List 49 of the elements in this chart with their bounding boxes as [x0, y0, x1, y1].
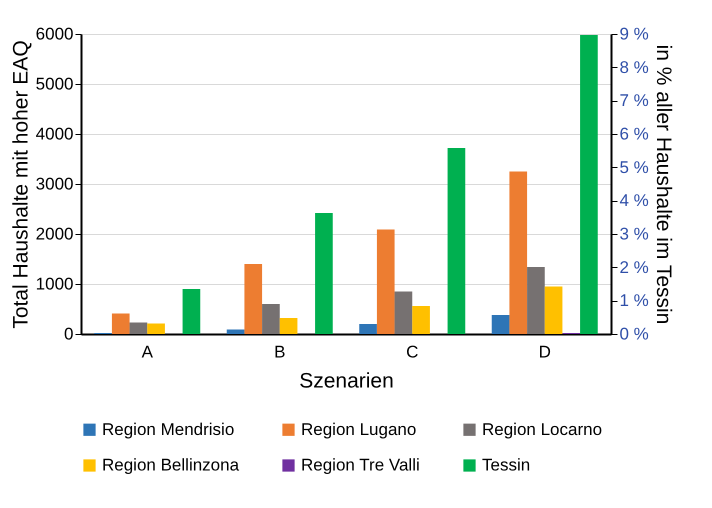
x-tick-label: A: [142, 342, 154, 362]
y-tick-label: 0: [64, 324, 74, 344]
y-tick-label: 2000: [36, 224, 74, 244]
bar: [147, 324, 165, 334]
legend-label: Region Mendrisio: [102, 420, 234, 439]
y2-tick-label: 7 %: [620, 91, 649, 110]
y2-tick-label: 9 %: [620, 24, 649, 44]
y2-tick-label: 8 %: [620, 58, 649, 77]
y-tick-label: 3000: [36, 174, 74, 194]
y-tick-label: 5000: [36, 74, 74, 94]
bar: [112, 314, 130, 334]
legend-label: Region Lugano: [301, 420, 416, 439]
bar: [280, 318, 298, 334]
bar: [580, 35, 598, 334]
y2-tick-label: 0 %: [620, 324, 649, 344]
bar: [448, 148, 466, 334]
bar: [182, 289, 200, 334]
y2-tick-label: 4 %: [620, 191, 649, 210]
y2-tick-label: 2 %: [620, 258, 649, 277]
y2-tick-label: 6 %: [620, 124, 649, 144]
bar: [394, 292, 412, 334]
bar: [262, 304, 280, 334]
x-tick-label: B: [274, 342, 286, 362]
bar: [226, 330, 244, 334]
bar: [244, 264, 262, 334]
x-axis-title: Szenarien: [299, 370, 394, 392]
bar: [130, 322, 148, 334]
bar: [412, 306, 430, 334]
y2-tick-label: 3 %: [620, 224, 649, 244]
y-axis-title: Total Haushalte mit hoher EAQ: [10, 40, 33, 329]
y2-tick-label: 5 %: [620, 158, 649, 177]
y-tick-label: 4000: [36, 124, 74, 144]
y2-axis-title: in % aller Haushalte im Tessin: [652, 44, 675, 324]
legend-label: Tessin: [482, 456, 530, 474]
x-tick-label: C: [406, 342, 418, 362]
y2-tick-label: 1 %: [620, 291, 649, 310]
legend-label: Region Locarno: [482, 420, 602, 439]
bar: [359, 324, 377, 334]
bar: [492, 315, 510, 334]
bar: [509, 172, 528, 334]
x-tick-label: D: [538, 342, 551, 362]
bar: [315, 213, 333, 334]
legend-label: Region Bellinzona: [102, 456, 240, 474]
bar: [544, 286, 562, 334]
bar: [376, 230, 395, 334]
y-tick-label: 6000: [36, 24, 74, 44]
bar: [527, 267, 545, 334]
legend-label: Region Tre Valli: [301, 456, 420, 474]
y-tick-label: 1000: [36, 274, 74, 294]
